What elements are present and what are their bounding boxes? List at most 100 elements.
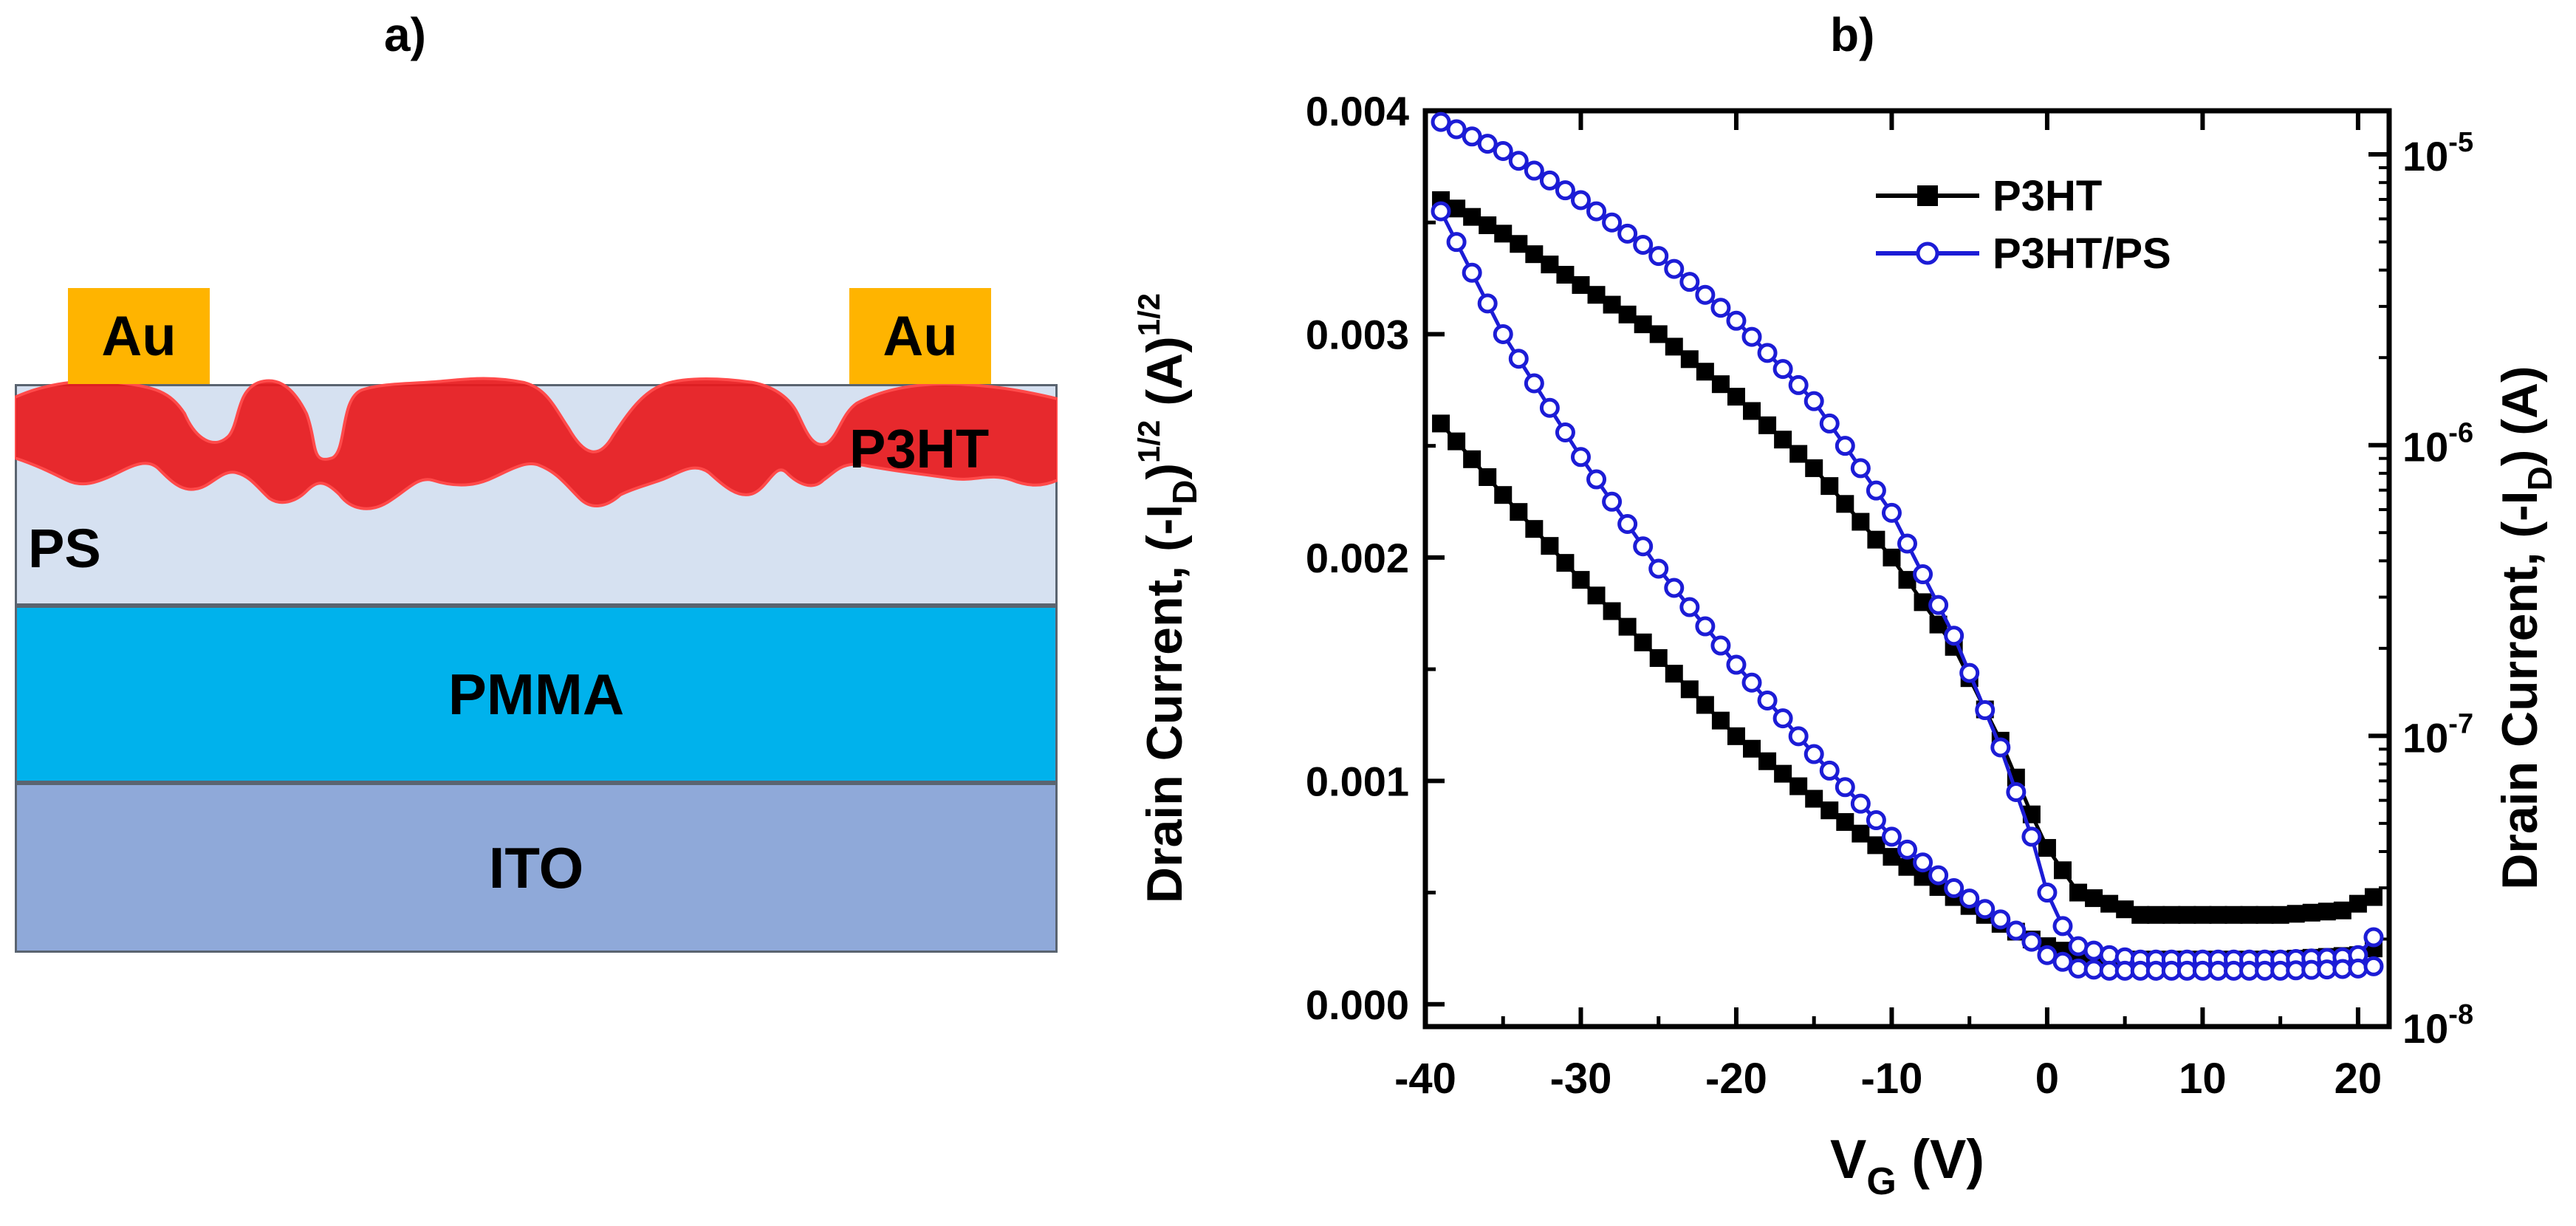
device-stack-diagram: PMMA ITO Au Au P3HT PS <box>15 288 1058 953</box>
data-point <box>1743 739 1761 758</box>
data-point <box>1665 338 1683 356</box>
data-point <box>1788 726 1809 747</box>
legend-label: P3HT <box>1993 172 2102 220</box>
data-point <box>1479 216 1497 234</box>
x-tick-label: -30 <box>1550 1055 1612 1103</box>
data-point <box>1743 402 1761 420</box>
data-point <box>2271 905 2289 924</box>
y-left-tick-label: 0.004 <box>1306 88 1409 134</box>
data-point <box>1959 662 1980 683</box>
data-point <box>1524 373 1544 394</box>
y-left-axis-ticks: 0.000 0.001 0.002 0.003 0.004 <box>1306 88 1445 1028</box>
data-point <box>1493 140 1513 161</box>
y-right-tick-label: 10-6 <box>2402 418 2473 470</box>
data-point <box>2240 905 2258 924</box>
y-right-tick-label: 10-5 <box>2402 127 2473 179</box>
data-point <box>1726 310 1747 331</box>
data-point <box>1633 234 1654 255</box>
data-point <box>1820 477 1839 496</box>
data-series <box>1431 112 2384 981</box>
ito-layer: ITO <box>15 783 1058 953</box>
data-point <box>1679 597 1700 617</box>
data-point <box>1990 737 2011 758</box>
data-point <box>1883 548 1901 566</box>
data-point <box>1711 711 1730 730</box>
x-tick-label: 20 <box>2334 1055 2383 1103</box>
data-point <box>1803 744 1824 764</box>
gold-electrode-right: Au <box>849 288 991 384</box>
au-right-label: Au <box>883 304 958 368</box>
data-point <box>1462 126 1482 147</box>
x-axis-title: VG (V) <box>1830 1129 1984 1203</box>
x-tick-label: 0 <box>2035 1055 2059 1103</box>
data-point <box>1835 777 1855 798</box>
x-tick-label: -40 <box>1394 1055 1456 1103</box>
data-point <box>1695 616 1716 637</box>
data-point <box>2006 781 2027 802</box>
data-point <box>1696 363 1714 381</box>
y-right-tick-label: 10-7 <box>2402 708 2473 761</box>
p3ht-layer-label: P3HT <box>849 418 990 479</box>
data-point <box>1431 201 1451 222</box>
data-point <box>1618 617 1637 636</box>
data-point <box>2052 951 2073 972</box>
data-point <box>1696 696 1714 714</box>
gold-electrode-left: Au <box>68 288 210 384</box>
data-point <box>1493 323 1513 344</box>
data-point <box>1757 343 1778 363</box>
data-point <box>1881 826 1902 847</box>
data-point <box>1727 727 1745 745</box>
data-point <box>1897 533 1917 554</box>
data-point <box>1710 635 1731 656</box>
data-point <box>1648 246 1669 267</box>
data-point <box>1774 764 1792 783</box>
data-point <box>1665 665 1683 683</box>
ito-layer-label: ITO <box>488 835 584 900</box>
data-point <box>1913 564 1933 585</box>
data-point <box>2255 905 2274 924</box>
data-point <box>2147 905 2165 924</box>
data-point <box>2037 883 2058 903</box>
series-line <box>1439 422 2374 962</box>
data-point <box>1634 315 1652 334</box>
data-point <box>1928 595 1949 615</box>
data-point <box>1602 491 1623 512</box>
data-point <box>1556 554 1575 572</box>
data-point <box>1741 326 1762 347</box>
data-point <box>1835 436 1855 456</box>
x-tick-label: -10 <box>1861 1055 1923 1103</box>
data-point <box>1772 359 1793 380</box>
series-line <box>1439 198 2374 917</box>
data-point <box>1975 899 1996 920</box>
data-point <box>1852 824 1870 843</box>
data-point <box>2209 905 2227 924</box>
data-point <box>1867 530 1885 549</box>
data-point <box>1448 432 1466 451</box>
data-point <box>1541 537 1559 555</box>
data-point <box>2318 903 2336 921</box>
data-point <box>2349 894 2367 913</box>
data-point <box>1758 416 1777 434</box>
data-point <box>1603 295 1621 314</box>
data-point <box>1944 626 1964 646</box>
panel-b-label: b) <box>1830 8 1875 61</box>
data-point <box>2333 901 2351 920</box>
data-point <box>1741 672 1762 693</box>
data-point <box>2038 839 2056 857</box>
data-point <box>2363 956 2384 976</box>
data-point <box>1508 349 1529 369</box>
data-point <box>1850 793 1871 814</box>
data-point <box>1510 235 1528 253</box>
data-point <box>1617 223 1638 244</box>
data-point <box>1541 256 1559 274</box>
data-point <box>2363 927 2384 948</box>
data-point <box>2302 903 2320 922</box>
data-point <box>1555 422 1575 443</box>
data-point <box>1805 790 1823 808</box>
data-point <box>1789 445 1808 463</box>
data-point <box>1524 160 1544 181</box>
data-point <box>1788 374 1809 395</box>
y-left-tick-label: 0.000 <box>1306 982 1409 1028</box>
data-point <box>2021 826 2042 847</box>
data-point <box>2100 894 2119 913</box>
